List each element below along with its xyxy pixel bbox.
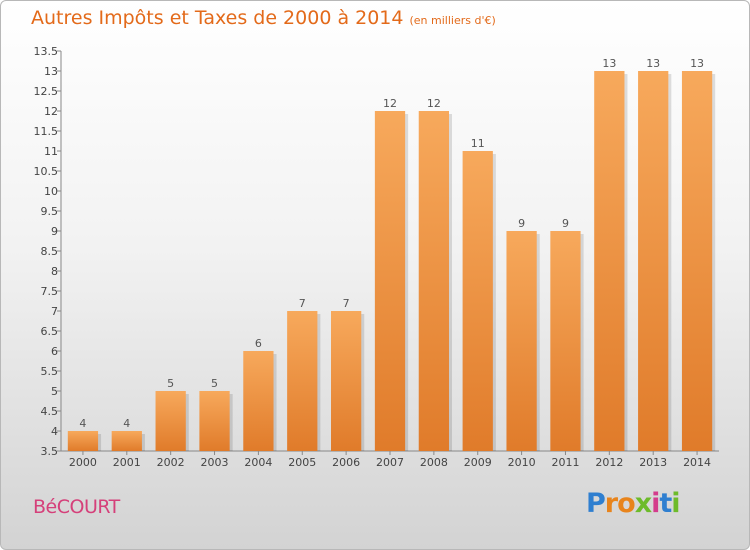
y-tick-label: 12 [44,105,58,118]
y-tick-label: 11.5 [34,125,59,138]
bar [155,391,186,451]
data-label: 5 [167,377,174,390]
logo-letter: r [604,488,618,519]
city-name: BéCOURT [33,496,120,518]
bar [506,231,537,451]
data-label: 13 [690,57,704,70]
bars [67,71,716,451]
bar [243,351,274,451]
y-tick-label: 9.5 [41,205,59,218]
x-tick-label: 2013 [639,456,667,469]
x-tick-label: 2000 [69,456,97,469]
bar [111,431,142,451]
chart-title: Autres Impôts et Taxes de 2000 à 2014 (en… [31,7,496,29]
data-label: 9 [518,217,525,230]
x-tick-label: 2002 [157,456,185,469]
x-tick-label: 2007 [376,456,404,469]
bar [594,71,625,451]
y-tick-label: 7 [51,305,58,318]
data-label: 13 [646,57,660,70]
data-label: 9 [562,217,569,230]
x-tick-label: 2012 [595,456,623,469]
data-label: 4 [123,417,130,430]
x-tick-label: 2001 [113,456,141,469]
y-tick-label: 5.5 [41,365,59,378]
bar [550,231,581,451]
data-label: 7 [299,297,306,310]
x-tick-label: 2010 [508,456,536,469]
bar [330,311,362,451]
y-tick-label: 3.5 [41,445,59,458]
y-tick-label: 6 [51,345,58,358]
y-tick-label: 4 [51,425,58,438]
y-tick-label: 9 [51,225,58,238]
x-tick-label: 2005 [288,456,316,469]
data-label: 12 [427,97,441,110]
bar [638,71,669,451]
y-tick-label: 5 [51,385,58,398]
bar [462,151,493,451]
bar [67,431,99,451]
data-label: 13 [602,57,616,70]
bar [374,111,406,451]
y-tick-label: 10 [44,185,58,198]
logo-letter: P [586,488,606,519]
bar [199,391,230,451]
logo-letter: x [634,488,652,519]
y-tick-label: 13.5 [34,45,59,58]
bar [681,71,713,451]
y-tick-label: 7.5 [41,285,59,298]
x-tick-label: 2014 [683,456,711,469]
chart-title-text: Autres Impôts et Taxes de 2000 à 2014 [31,7,404,29]
x-tick-label: 2006 [332,456,360,469]
x-tick-label: 2008 [420,456,448,469]
chart-unit: (en milliers d'€) [409,14,496,27]
x-tick-label: 2003 [201,456,229,469]
y-tick-label: 6.5 [41,325,59,338]
x-tick-label: 2009 [464,456,492,469]
labels: 4 4 5 5 6 7 7 12 12 11 9 9 13 13 13 [79,57,704,430]
data-label: 12 [383,97,397,110]
data-label: 4 [79,417,86,430]
data-label: 6 [255,337,262,350]
bar [418,111,450,451]
y-tick-label: 8.5 [41,245,59,258]
logo-letter: t [659,488,672,519]
data-label: 5 [211,377,218,390]
data-label: 11 [471,137,485,150]
y-tick-label: 11 [44,145,58,158]
logo-letter: i [651,488,660,519]
proxiti-logo[interactable]: Proxiti [586,488,681,519]
data-label: 7 [343,297,350,310]
logo-letter: i [671,488,680,519]
y-tick-label: 13 [44,65,58,78]
x-tick-label: 2004 [244,456,272,469]
y-tick-label: 10.5 [34,165,59,178]
logo-letter: o [617,488,636,519]
x-tick-label: 2011 [551,456,579,469]
y-tick-label: 4.5 [41,405,59,418]
bar [287,311,318,451]
y-tick-label: 12.5 [34,85,59,98]
y-tick-label: 8 [51,265,58,278]
